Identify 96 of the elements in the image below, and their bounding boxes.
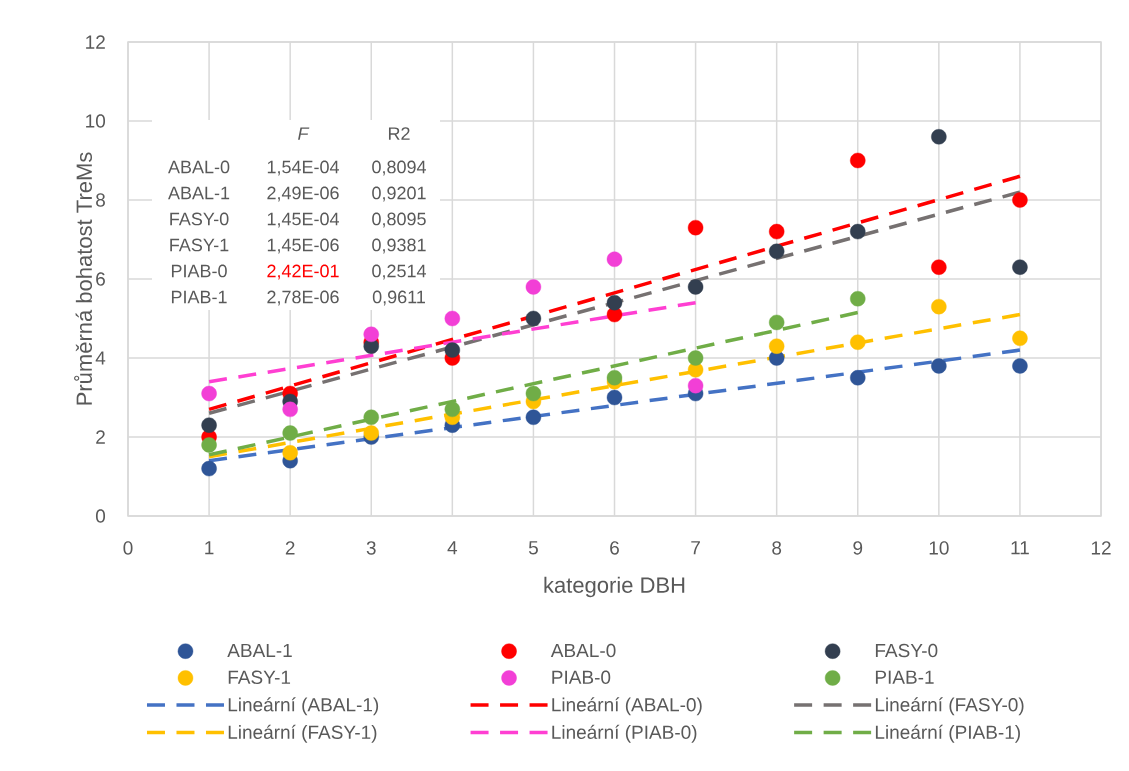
- y-tick-label: 4: [95, 351, 106, 365]
- point: [606, 389, 623, 406]
- x-tick-label: 2: [285, 541, 295, 555]
- point: [606, 251, 623, 267]
- point: [1012, 358, 1028, 374]
- x-tick-label: 10: [929, 541, 949, 555]
- x-tick-label: 1: [205, 541, 214, 555]
- annotation: 0,8095: [372, 212, 426, 228]
- point: [931, 129, 947, 145]
- point: [687, 377, 704, 394]
- point: [444, 310, 461, 327]
- point: [444, 401, 461, 418]
- legend-label: Lineární (ABAL-0): [552, 697, 702, 716]
- point: [201, 437, 217, 453]
- point: [768, 243, 785, 260]
- point: [850, 223, 866, 240]
- point: [1012, 192, 1028, 208]
- point: [768, 223, 785, 240]
- legend-label: FASY-0: [875, 643, 938, 658]
- point: [525, 279, 542, 295]
- point: [850, 291, 866, 307]
- point: [931, 358, 947, 374]
- point: [363, 409, 379, 425]
- x-tick-label: 5: [528, 541, 538, 555]
- y-tick-label: 8: [96, 193, 105, 207]
- annotation: FASY-1: [170, 238, 229, 252]
- point: [525, 385, 542, 402]
- annotation: PIAB-1: [171, 290, 227, 304]
- annotation: 1,54E-04: [267, 160, 339, 176]
- annotation: 2,78E-06: [267, 290, 339, 306]
- point: [201, 385, 217, 402]
- annotation: 0,2514: [372, 264, 426, 280]
- annotation: 0,9611: [372, 290, 425, 306]
- x-tick-label: 8: [772, 541, 782, 555]
- annotation: R2: [388, 127, 410, 140]
- point: [850, 334, 866, 350]
- y-tick-label: 12: [86, 35, 105, 49]
- point: [363, 326, 379, 342]
- legend-label: PIAB-0: [552, 670, 611, 685]
- point: [687, 279, 704, 295]
- annotation: 1,45E-06: [267, 238, 339, 254]
- point: [606, 295, 623, 311]
- point: [201, 417, 217, 433]
- annotation: 0,9381: [372, 238, 426, 254]
- point: [1012, 330, 1028, 346]
- y-tick-label: 10: [86, 114, 106, 128]
- point: [363, 425, 379, 441]
- legend-label: FASY-1: [228, 670, 291, 685]
- annotation: 2,49E-06: [267, 186, 339, 202]
- annotation: FASY-0: [170, 212, 229, 226]
- annotation: 0,9201: [372, 186, 426, 202]
- point: [606, 370, 623, 386]
- legend-label: Lineární (FASY-1): [228, 724, 377, 743]
- annotation: F: [298, 127, 310, 140]
- point: [768, 338, 785, 354]
- point: [282, 425, 298, 441]
- point: [687, 219, 704, 236]
- annotation: ABAL-1: [168, 186, 230, 200]
- point: [444, 342, 461, 358]
- point: [282, 401, 298, 418]
- legend-label: Lineární (PIAB-0): [552, 724, 697, 743]
- x-tick-label: 4: [447, 541, 458, 555]
- annotation: ABAL-0: [168, 160, 230, 174]
- point: [525, 409, 542, 425]
- y-tick-label: 2: [96, 430, 105, 444]
- annotation: 1,45E-04: [267, 212, 339, 228]
- point: [931, 259, 947, 275]
- annotation: 2,42E-01: [267, 264, 339, 280]
- x-tick-label: 3: [366, 541, 376, 555]
- annotation: PIAB-0: [171, 264, 227, 278]
- point: [282, 445, 298, 461]
- point: [768, 314, 785, 331]
- y-axis-title: Průměrná bohatost TreMs: [74, 152, 93, 405]
- y-tick-label: 0: [95, 509, 106, 523]
- x-axis-title: kategorie DBH: [544, 576, 685, 598]
- legend-label: ABAL-1: [227, 643, 292, 657]
- point: [850, 370, 866, 386]
- legend-label: Lineární (FASY-0): [875, 697, 1024, 716]
- point: [687, 350, 704, 366]
- point: [525, 310, 542, 327]
- y-tick-label: 6: [96, 272, 105, 286]
- legend-label: Lineární (PIAB-1): [875, 724, 1020, 743]
- x-tick-label: 7: [691, 541, 700, 555]
- x-tick-label: 6: [610, 541, 619, 555]
- x-tick-label: 11: [1011, 541, 1029, 555]
- x-tick-label: 9: [853, 541, 863, 555]
- x-tick-label: 0: [123, 541, 133, 555]
- legend-label: ABAL-0: [550, 643, 616, 658]
- point: [1012, 259, 1028, 275]
- point: [931, 298, 947, 315]
- legend-label: Lineární (ABAL-1): [228, 697, 379, 716]
- point: [850, 152, 866, 169]
- annotation: 0,8094: [372, 160, 426, 176]
- point: [201, 460, 217, 477]
- x-tick-label: 12: [1091, 541, 1111, 555]
- legend-label: PIAB-1: [875, 670, 934, 684]
